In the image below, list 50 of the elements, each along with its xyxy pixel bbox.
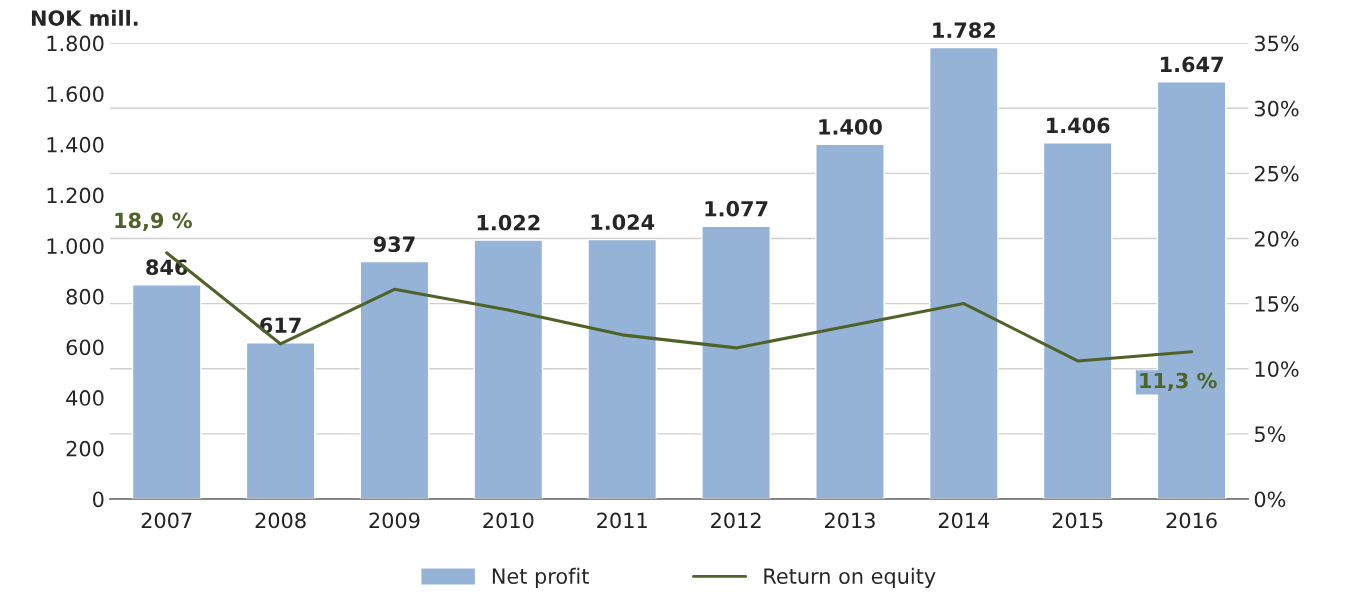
x-tick-label: 2012 bbox=[711, 512, 761, 529]
legend-label: Return on equity bbox=[764, 567, 936, 589]
y2-tick-label: 5% bbox=[1254, 426, 1286, 443]
y-tick-label: 800 bbox=[66, 288, 104, 305]
y-tick-label: 400 bbox=[66, 390, 104, 406]
y-tick-label: 1.400 bbox=[47, 136, 104, 153]
y2-tick-label: 30% bbox=[1254, 100, 1299, 117]
y-tick-label: 1.200 bbox=[47, 187, 104, 204]
y2-tick-label: 35% bbox=[1254, 35, 1299, 52]
data-label: 1.024 bbox=[591, 214, 655, 231]
bar bbox=[1042, 142, 1113, 499]
bar bbox=[359, 260, 430, 499]
bar bbox=[587, 238, 658, 499]
data-label: 1.406 bbox=[1047, 117, 1110, 134]
y2-tick-label: 0% bbox=[1254, 491, 1286, 508]
data-label: 11,3 % bbox=[1140, 372, 1217, 392]
y-tick-label: 0 bbox=[93, 491, 104, 508]
y-tick-label: 600 bbox=[66, 339, 104, 356]
legend-label: Net profit bbox=[492, 567, 589, 589]
chart-title: NOK mill. bbox=[31, 9, 138, 26]
x-tick-label: 2008 bbox=[255, 512, 306, 529]
y-tick-label: 1.000 bbox=[47, 238, 104, 254]
data-label: 1.647 bbox=[1160, 56, 1223, 73]
data-label: 1.400 bbox=[819, 119, 882, 135]
x-tick-label: 2014 bbox=[938, 512, 990, 529]
y2-tick-label: 15% bbox=[1255, 296, 1299, 312]
x-tick-label: 2013 bbox=[824, 512, 875, 529]
data-label: 18,9 % bbox=[115, 212, 192, 231]
y-tick-label: 1.600 bbox=[47, 86, 104, 102]
bar bbox=[131, 284, 202, 499]
y2-tick-label: 20% bbox=[1254, 230, 1299, 247]
x-tick-label: 2011 bbox=[597, 512, 647, 529]
y2-tick-label: 10% bbox=[1255, 361, 1299, 377]
y-tick-label: 200 bbox=[66, 440, 104, 457]
y2-tick-label: 25% bbox=[1254, 165, 1299, 182]
y-tick-label: 1.800 bbox=[47, 35, 104, 52]
x-tick-label: 2007 bbox=[141, 512, 192, 529]
bar bbox=[701, 225, 771, 499]
x-tick-label: 2010 bbox=[483, 512, 534, 529]
x-tick-label: 2009 bbox=[369, 512, 420, 529]
x-tick-label: 2015 bbox=[1052, 512, 1103, 529]
data-label: 1.782 bbox=[933, 22, 995, 39]
bar bbox=[815, 143, 885, 499]
bar bbox=[473, 239, 544, 499]
x-tick-label: 2016 bbox=[1166, 512, 1217, 529]
bar bbox=[928, 46, 999, 499]
data-label: 937 bbox=[373, 236, 415, 253]
data-label: 1.022 bbox=[477, 214, 540, 231]
bar bbox=[245, 342, 316, 499]
data-label: 1.077 bbox=[705, 200, 768, 217]
